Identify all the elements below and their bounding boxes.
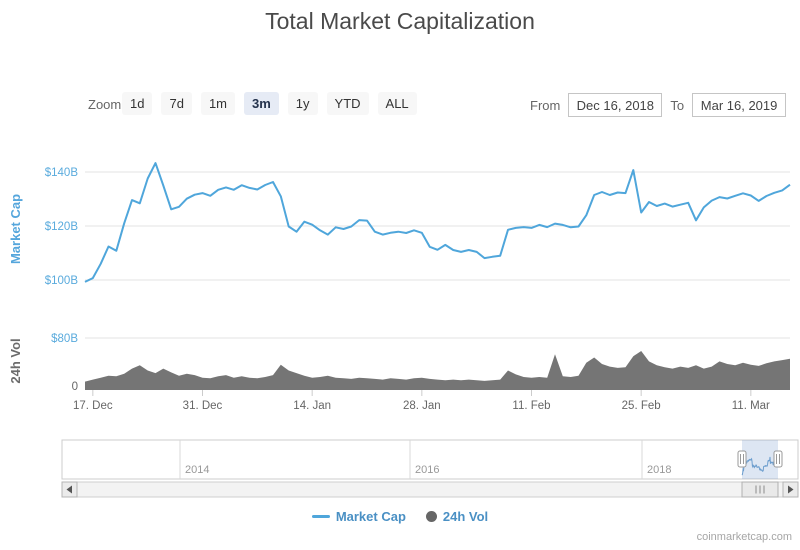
x-tick-label: 17. Dec <box>73 400 113 412</box>
scrollbar-left-arrow-icon <box>66 485 72 494</box>
navigator-year-label: 2016 <box>415 464 439 476</box>
vol-tick-label: 0 <box>72 381 78 393</box>
navigator-year-label: 2014 <box>185 464 209 476</box>
zoom-button-1m[interactable]: 1m <box>200 92 235 115</box>
from-label: From <box>530 97 561 113</box>
x-tick-label: 25. Feb <box>622 400 661 412</box>
credit-link[interactable]: coinmarketcap.com <box>696 531 792 543</box>
page-title: Total Market Capitalization <box>265 8 535 34</box>
scrollbar-track[interactable] <box>61 481 799 498</box>
x-tick-label: 14. Jan <box>293 400 331 412</box>
legend-item-24h-vol[interactable]: 24h Vol <box>425 509 489 524</box>
market-cap-axis-title: Market Cap <box>8 194 23 264</box>
x-tick-label: 28. Jan <box>403 400 441 412</box>
from-date-input[interactable] <box>568 93 663 117</box>
navigator-year-label: 2018 <box>647 464 671 476</box>
y-tick-label: $120B <box>45 221 79 233</box>
zoom-button-all[interactable]: ALL <box>377 92 417 115</box>
zoom-button-7d[interactable]: 7d <box>161 92 192 115</box>
y-tick-label: $140B <box>45 167 79 179</box>
x-tick-label: 11. Mar <box>732 400 770 412</box>
market-cap-line-swatch <box>311 515 330 518</box>
legend-label-24h-vol: 24h Vol <box>442 509 489 524</box>
zoom-label: Zoom <box>88 97 122 112</box>
legend-item-market-cap[interactable]: Market Cap <box>311 509 406 524</box>
navigator-selection[interactable] <box>742 440 778 479</box>
vol-tick-label: $80B <box>51 333 78 345</box>
legend-label-market-cap: Market Cap <box>335 509 406 524</box>
legend: Market Cap 24h Vol <box>0 509 800 524</box>
x-tick-label: 11. Feb <box>512 400 550 412</box>
chart-canvas: $140B $120B $100B $80B 0 17. Dec 31. Dec 14. J… <box>8 162 799 498</box>
to-date-input[interactable] <box>692 93 787 117</box>
zoom-button-1d[interactable]: 1d <box>122 92 153 115</box>
navigator-handle-left[interactable] <box>737 450 747 468</box>
to-label: To <box>670 97 685 113</box>
x-tick-label: 31. Dec <box>183 400 223 412</box>
scrollbar-right-arrow-icon <box>788 485 794 494</box>
zoom-button-1y[interactable]: 1y <box>287 92 318 115</box>
navigator-track[interactable] <box>61 439 799 480</box>
volume-dot-swatch <box>425 511 437 522</box>
market-cap-line <box>84 162 791 283</box>
volume-axis-title: 24h Vol <box>8 338 23 383</box>
volume-area <box>85 351 790 390</box>
zoom-button-group: 1d 7d 1m 3m 1y YTD ALL <box>122 92 417 115</box>
zoom-button-ytd[interactable]: YTD <box>326 92 369 115</box>
zoom-button-3m[interactable]: 3m <box>244 92 279 115</box>
navigator-handle-right[interactable] <box>773 450 783 468</box>
date-range-controls: From To <box>530 93 787 117</box>
y-tick-label: $100B <box>45 275 79 287</box>
navigator-mini-series <box>741 455 779 476</box>
